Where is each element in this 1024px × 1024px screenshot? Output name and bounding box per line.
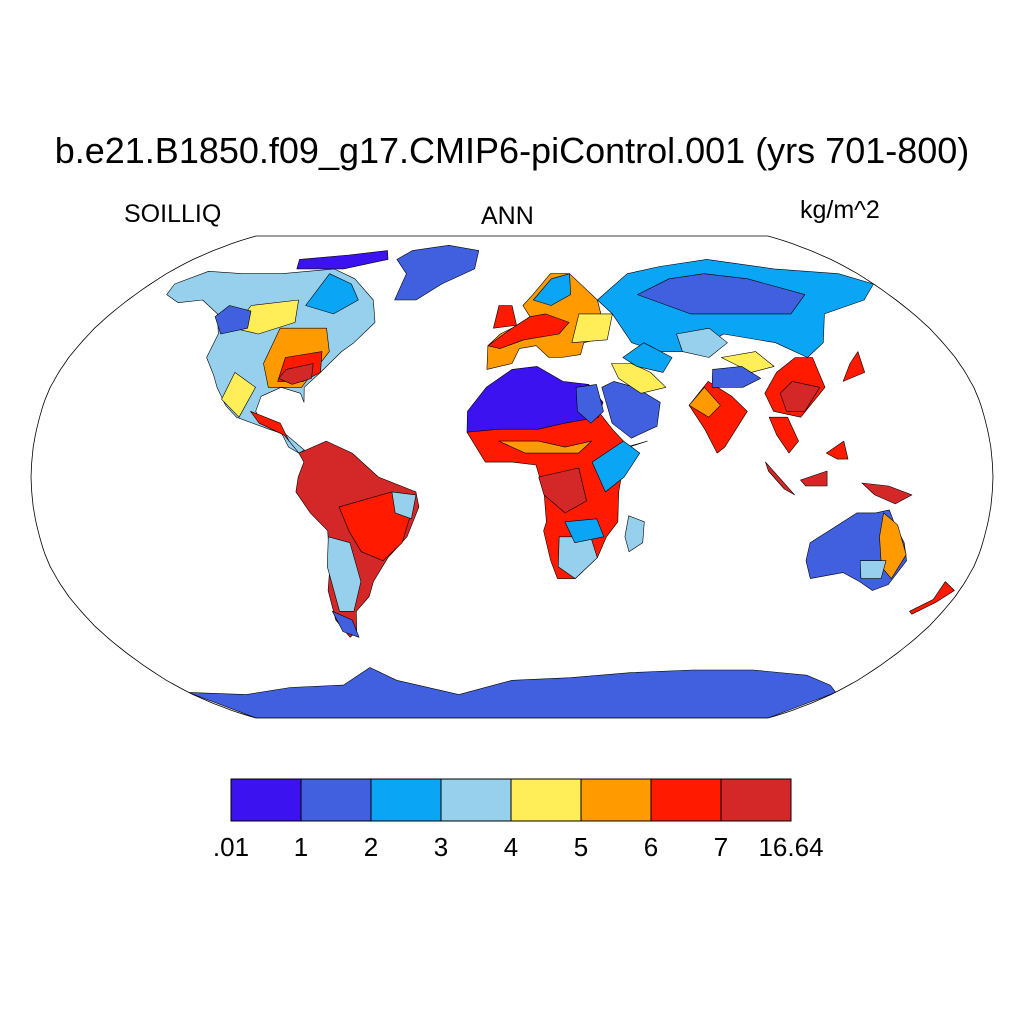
soil-liquid-region (611, 363, 667, 394)
colorbar-box (300, 778, 372, 822)
soil-liquid-region (637, 273, 806, 315)
soil-liquid-region (591, 440, 641, 493)
soil-liquid-region (622, 342, 673, 373)
landmass-new-guinea (861, 482, 913, 505)
landmass-new-zealand (909, 581, 955, 615)
map-outline (30, 235, 994, 719)
colorbar-box (230, 778, 302, 822)
colorbar-box (440, 778, 512, 822)
colorbar-box (720, 778, 792, 822)
colorbar-tick-label: 1 (293, 832, 309, 862)
land-layer (166, 245, 955, 718)
soil-liquid-region (305, 273, 359, 315)
soil-liquid-region (842, 351, 865, 382)
colorbar-tick-label: 16.64 (758, 832, 824, 862)
landmass-philippines (826, 440, 849, 460)
landmass-antarctica (187, 667, 837, 718)
soil-liquid-region (221, 372, 256, 418)
units-label: kg/m^2 (800, 196, 880, 224)
season-label: ANN (481, 202, 534, 230)
soil-liquid-region (676, 327, 728, 358)
soil-liquid-region (493, 305, 517, 329)
landmass-arctic-islands (296, 250, 389, 270)
soil-liquid-region (688, 387, 721, 418)
soil-liquid-region (327, 536, 362, 612)
soil-liquid-region (391, 491, 417, 520)
colorbar-tick-label: 5 (573, 832, 589, 862)
colorbar-tick-label: 7 (713, 832, 729, 862)
landmass-sumatra (765, 461, 795, 496)
colorbar-tick-label: .01 (212, 832, 250, 862)
landmass-borneo (800, 470, 828, 487)
soil-liquid-region (487, 313, 570, 349)
variable-label: SOILLIQ (124, 200, 222, 228)
landmass-greenland (394, 245, 480, 301)
colorbar-box (650, 778, 722, 822)
colorbar-box (510, 778, 582, 822)
soil-liquid-region (575, 384, 604, 424)
landmass-middle-east (601, 381, 661, 439)
colorbar-tick-label: 3 (433, 832, 449, 862)
soil-liquid-region (768, 416, 799, 454)
soil-liquid-region (466, 366, 604, 433)
soil-liquid-region (859, 560, 887, 579)
soil-liquid-region (538, 467, 587, 514)
colorbar-box (580, 778, 652, 822)
colorbar-box (370, 778, 442, 822)
soil-liquid-region (332, 611, 360, 638)
landmass-madagascar (624, 515, 645, 552)
colorbar-tick-label: 6 (643, 832, 659, 862)
soil-liquid-region (214, 305, 252, 335)
colorbar-tick-label: 4 (503, 832, 519, 862)
soil-liquid-region (711, 366, 761, 388)
soil-liquid-region (779, 381, 821, 412)
colorbar-tick-label: 2 (363, 832, 379, 862)
soil-liquid-region (278, 363, 314, 385)
soil-liquid-region (498, 440, 592, 454)
soil-liquid-region (879, 512, 907, 579)
soil-liquid-region (533, 273, 571, 306)
soil-liquid-region (564, 518, 605, 543)
plot-title: b.e21.B1850.f09_g17.CMIP6-piControl.001 … (54, 130, 970, 171)
